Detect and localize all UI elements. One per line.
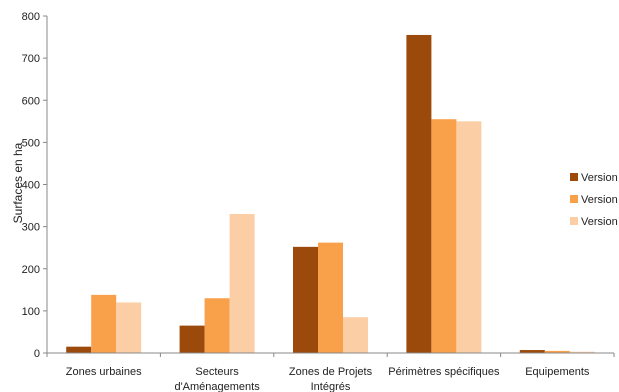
y-tick-label: 300	[22, 222, 40, 234]
legend-label: Version	[581, 172, 618, 184]
bar	[293, 246, 318, 353]
y-axis-title: Surfaces en ha	[11, 142, 25, 223]
y-tick-label: 700	[22, 53, 40, 65]
x-axis: Zones urbaines Secteurs d'Aménagements Zone…	[46, 352, 615, 392]
y-tick-label: 500	[22, 137, 40, 149]
y-tick-label: 800	[22, 11, 40, 23]
y-tick-label: 100	[22, 306, 40, 318]
y-tick-label: 200	[22, 264, 40, 276]
x-tick-label: Equipements	[525, 366, 590, 378]
legend-label: Version	[581, 194, 618, 206]
bar	[519, 350, 545, 353]
bar	[406, 34, 432, 354]
bar	[229, 213, 255, 353]
bar	[91, 294, 117, 353]
y-tick-label: 600	[22, 95, 40, 107]
y-tick-label: 400	[22, 180, 40, 192]
y-axis: 0 100 200 300 400 500 600 700 800	[22, 11, 48, 360]
x-tick-label: Intégrés	[311, 381, 351, 392]
bar	[569, 351, 595, 353]
x-tick-label: Zones urbaines	[66, 366, 142, 378]
x-tick-label: Secteurs	[195, 366, 239, 378]
bar	[343, 317, 368, 353]
bars	[66, 34, 595, 354]
bar	[116, 302, 142, 353]
x-tick-label: Zones de Projets	[289, 366, 373, 378]
x-tick-label: d'Aménagements	[174, 381, 260, 392]
legend: Version Version Version	[570, 172, 618, 228]
legend-swatch	[570, 173, 578, 181]
legend-swatch	[570, 195, 578, 203]
bar	[179, 325, 205, 353]
legend-label: Version	[581, 216, 618, 228]
bar	[204, 298, 230, 353]
bar	[431, 119, 457, 353]
bar	[456, 121, 482, 353]
x-tick-label: Périmètres spécifiques	[388, 366, 500, 378]
bar	[66, 346, 92, 353]
legend-swatch	[570, 217, 578, 225]
bar	[544, 350, 570, 353]
y-tick-label: 0	[34, 348, 40, 360]
bar	[318, 242, 343, 353]
